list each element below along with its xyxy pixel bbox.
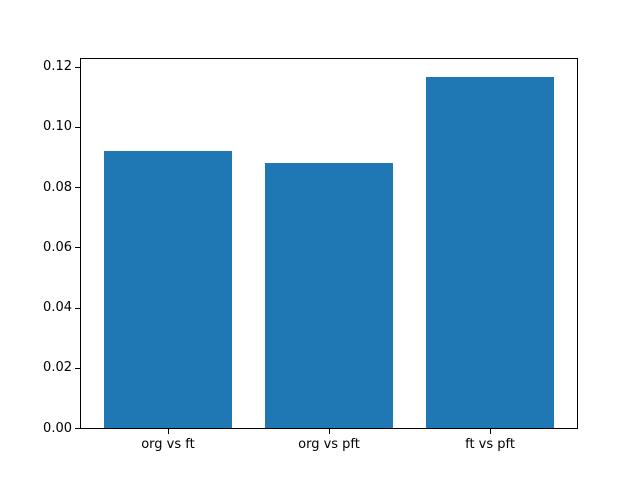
x-tick-label-org-vs-ft: org vs ft (141, 437, 195, 452)
y-tick-label: 0.00 (43, 420, 72, 436)
plot-axes: 0.00 0.02 0.04 0.06 0.08 0.10 0.12 org vs ft org… (43, 58, 578, 452)
y-tick-mark (75, 428, 80, 429)
y-tick-label: 0.12 (43, 59, 72, 75)
x-tick-label-org-vs-pft: org vs pft (298, 437, 360, 452)
y-tick-label: 0.06 (43, 239, 72, 255)
y-tick-label: 0.10 (43, 119, 72, 135)
y-tick-mark (75, 367, 80, 369)
y-tick-mark (75, 247, 80, 249)
y-tick-label: 0.08 (43, 179, 72, 195)
x-tick-mark (329, 429, 330, 434)
y-tick-label: 0.02 (43, 360, 72, 376)
y-tick-mark (75, 66, 80, 68)
x-tick-mark (490, 429, 492, 434)
y-tick-label: 0.04 (43, 300, 72, 315)
y-tick-mark (75, 307, 80, 309)
bar-org-vs-ft (103, 150, 233, 428)
x-tick-label-ft-vs-pft: ft vs pft (465, 437, 515, 452)
y-tick-mark (75, 126, 80, 128)
x-tick-mark (167, 429, 169, 434)
y-tick-mark (75, 187, 80, 189)
bar-org-vs-pft (264, 162, 394, 428)
bar-ft-vs-pft (425, 77, 555, 428)
